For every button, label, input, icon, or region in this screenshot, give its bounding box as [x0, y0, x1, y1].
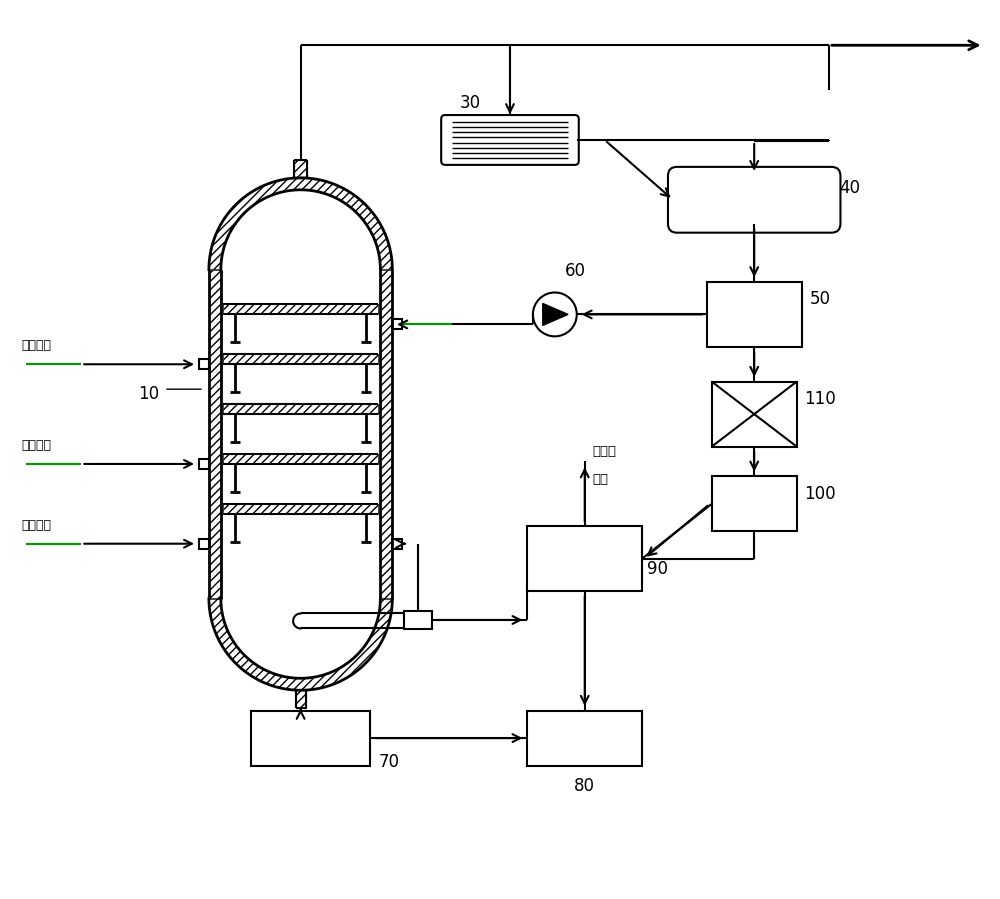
- Polygon shape: [392, 319, 402, 329]
- Text: 储罐: 储罐: [593, 474, 609, 486]
- Polygon shape: [199, 459, 209, 469]
- Text: 60: 60: [565, 262, 586, 280]
- Bar: [404, 610, 432, 629]
- Bar: [527, 711, 642, 766]
- Text: 110: 110: [805, 390, 836, 408]
- Text: 70: 70: [378, 753, 399, 771]
- Polygon shape: [543, 304, 568, 325]
- Bar: [707, 282, 802, 347]
- Circle shape: [533, 292, 577, 336]
- Text: 100: 100: [805, 485, 836, 503]
- Text: 反应气体: 反应气体: [21, 339, 51, 352]
- Text: 反应气体: 反应气体: [21, 439, 51, 452]
- Polygon shape: [199, 360, 209, 369]
- Bar: [712, 382, 797, 447]
- Polygon shape: [199, 539, 209, 548]
- Bar: [527, 526, 642, 591]
- Bar: [712, 476, 797, 531]
- Text: 反应气体: 反应气体: [21, 519, 51, 531]
- Text: 绿油去: 绿油去: [593, 446, 617, 458]
- Polygon shape: [392, 539, 402, 548]
- Text: 40: 40: [839, 179, 860, 197]
- FancyBboxPatch shape: [441, 115, 579, 165]
- Text: 10: 10: [138, 385, 159, 403]
- Bar: [251, 711, 370, 766]
- Text: 80: 80: [574, 778, 595, 796]
- Text: 30: 30: [460, 94, 481, 112]
- FancyBboxPatch shape: [668, 167, 840, 233]
- Text: 90: 90: [647, 560, 668, 578]
- Text: 50: 50: [810, 290, 831, 308]
